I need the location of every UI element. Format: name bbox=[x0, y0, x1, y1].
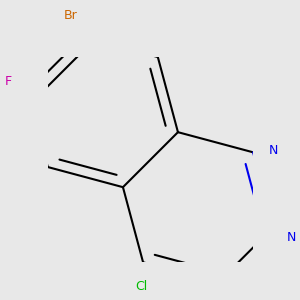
Text: Br: Br bbox=[64, 9, 78, 22]
Text: Cl: Cl bbox=[135, 280, 147, 293]
Text: N: N bbox=[269, 144, 278, 157]
Text: F: F bbox=[4, 74, 11, 88]
Text: N: N bbox=[286, 231, 296, 244]
